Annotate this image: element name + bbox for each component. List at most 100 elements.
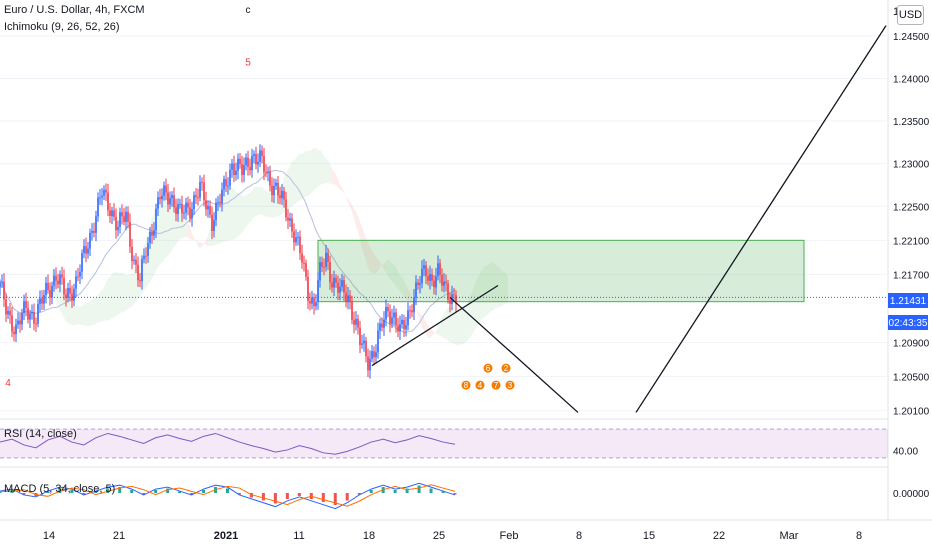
candle-body [259, 150, 261, 162]
time-tick-label: 8 [576, 530, 582, 542]
cloud-segment [342, 187, 344, 194]
candle-body [37, 303, 39, 324]
candle-body [361, 343, 363, 345]
candle-body [69, 288, 71, 294]
candle-body [53, 275, 55, 286]
candle-body [285, 199, 287, 218]
candle-body [271, 185, 273, 196]
resistance-zone[interactable] [317, 239, 805, 303]
economic-event-icons[interactable]: 6 2 8 4 7 3 [460, 362, 516, 391]
candle-body [381, 323, 383, 328]
trendline[interactable] [449, 296, 579, 413]
cloud-segment [388, 259, 390, 279]
candle-body [287, 217, 289, 221]
macd-bar [393, 490, 397, 493]
trendline[interactable] [635, 25, 887, 413]
candle-body [33, 311, 35, 324]
candle-body [191, 209, 193, 219]
cloud-segment [306, 150, 308, 197]
macd-bar [58, 488, 62, 493]
trendlines[interactable] [371, 25, 887, 413]
candle-body [161, 195, 163, 200]
cloud-segment [254, 186, 256, 218]
candle-body [423, 265, 425, 269]
cloud-segment [104, 282, 106, 321]
candle-body [293, 231, 295, 243]
cloud-segment [324, 155, 326, 184]
event-flag-icon[interactable]: 6 [482, 362, 494, 374]
cloud-segment [204, 240, 206, 246]
macd-bar [190, 493, 194, 495]
event-flag-icon[interactable]: 2 [500, 362, 512, 374]
candle-body [331, 282, 333, 288]
cloud-segment [468, 296, 470, 340]
countdown-label: 02:43:35 [889, 318, 928, 329]
macd-bar [94, 491, 98, 493]
cloud-segment [290, 161, 292, 208]
candle-body [305, 263, 307, 277]
cloud-segment [130, 273, 132, 308]
macd-bar [202, 490, 206, 493]
candle-body [7, 310, 9, 315]
candle-body [363, 340, 365, 344]
candle-body [19, 320, 21, 325]
candle-body [359, 327, 361, 345]
event-flag-icon[interactable]: 8 [460, 379, 472, 391]
candle-body [217, 202, 219, 204]
candle-body [373, 351, 375, 358]
candle-body [159, 197, 161, 200]
rsi-legend[interactable]: RSI (14, close) [4, 428, 77, 440]
currency-button[interactable]: USD [897, 5, 924, 25]
candle-body [245, 157, 247, 166]
candle-body [369, 358, 371, 371]
event-flag-icon[interactable]: 7 [490, 379, 502, 391]
candle-body [27, 308, 29, 320]
cloud-segment [82, 304, 84, 325]
cloud-segment [266, 191, 268, 217]
candle-body [329, 262, 331, 283]
cloud-segment [96, 294, 98, 324]
candle-body [179, 203, 181, 205]
macd-bar [285, 493, 289, 499]
candle-body [189, 207, 191, 219]
cloud-segment [228, 186, 230, 241]
candle-body [389, 311, 391, 324]
candle-body [125, 211, 127, 222]
candlestick-series [0, 144, 888, 379]
zone-rectangle[interactable] [317, 239, 805, 303]
candle-body [273, 185, 275, 196]
cloud-segment [460, 307, 462, 345]
cloud-segment [484, 265, 486, 318]
candle-body [29, 313, 31, 320]
time-axis[interactable]: 14 21 2021 11 18 25 Feb 8 15 22 Mar 8 [43, 530, 862, 542]
candle-body [433, 280, 435, 288]
candle-body [85, 246, 87, 254]
cloud-segment [314, 147, 316, 191]
cloud-segment [394, 264, 396, 287]
candle-body [173, 195, 175, 208]
cloud-segment [492, 261, 494, 311]
symbol-legend[interactable]: Euro / U.S. Dollar, 4h, FXCM [4, 4, 145, 16]
cloud-segment [478, 273, 480, 326]
cloud-segment [320, 150, 322, 185]
cloud-segment [456, 307, 458, 346]
cloud-segment [134, 266, 136, 305]
cloud-segment [434, 331, 436, 335]
event-flag-icon[interactable]: 4 [474, 379, 486, 391]
macd-title: MACD (5, 34, close, 5) [4, 483, 116, 495]
macd-bar [441, 491, 445, 493]
macd-legend[interactable]: MACD (5, 34, close, 5) [4, 483, 115, 495]
trendline[interactable] [371, 284, 499, 367]
ichimoku-legend[interactable]: Ichimoku (9, 26, 52, 26) [4, 21, 120, 33]
candle-body [315, 301, 317, 307]
cloud-segment [256, 186, 258, 217]
candle-body [397, 325, 399, 332]
candle-body [393, 312, 395, 318]
cloud-segment [436, 327, 438, 335]
macd-bar [70, 490, 74, 493]
event-flag-icon[interactable]: 3 [504, 379, 516, 391]
price-axis[interactable]: 1.24500 1.24000 1.23500 1.23000 1.22500 1.221… [893, 32, 930, 418]
cloud-segment [374, 254, 376, 274]
candle-body [301, 253, 303, 263]
